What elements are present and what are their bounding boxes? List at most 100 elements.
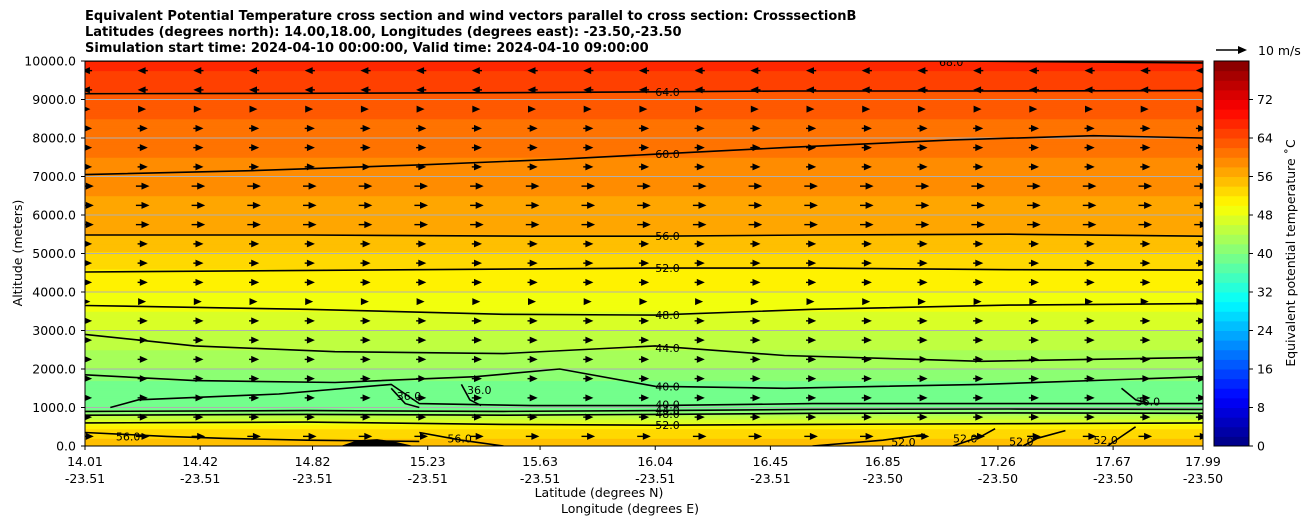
contour-line [85,61,1203,64]
wind-vector-head [308,201,317,209]
wind-vector-head [360,105,369,113]
wind-vector-head [418,259,427,267]
theta-e-band [85,191,1203,195]
theta-e-band [85,399,1203,403]
wind-vector-head [977,221,985,229]
wind-vector-head [251,375,260,383]
wind-vector-head [1199,221,1203,229]
theta-e-band [85,238,1203,241]
wind-vector-head [139,240,148,248]
y-tick-label: 7000.0 [32,169,76,184]
wind-vector-head [1140,105,1149,113]
theta-e-band [85,259,1203,262]
theta-e-band [85,274,1203,278]
x-tick-label-lon: -23.50 [1183,471,1223,486]
wind-vector-head [975,413,984,421]
contour-line [85,267,1203,273]
theta-e-band [85,272,1203,276]
wind-vector-head [917,86,926,94]
theta-e-band [85,149,1203,152]
x-tick-label-lat: 15.63 [522,454,558,469]
wind-vector-head [587,221,596,229]
colorbar-block [1214,234,1249,245]
contour-line [85,333,1203,363]
wind-vector-head [85,106,91,112]
x-tick-label-lon: -23.51 [65,471,105,486]
wind-vector-head [1084,86,1093,94]
wind-vector-head [809,201,818,209]
wind-vector-head [585,259,594,267]
wind-vector-head [1142,317,1151,325]
wind-vector-head [1086,259,1095,267]
wind-vector-head [252,201,261,209]
x-tick-label-lat: 16.45 [753,454,789,469]
theta-e-band [85,328,1203,331]
wind-vector-head [1196,298,1203,306]
wind-vector-head [362,336,371,344]
wind-vector-head [919,375,928,383]
wind-vector-head [808,394,817,402]
theta-e-band [85,255,1203,258]
wind-vector-head [1142,413,1151,421]
colorbar-block [1214,417,1249,428]
wind-vector-head [529,317,538,325]
wind-vector-head [865,182,874,190]
theta-e-band [85,230,1203,233]
theta-e-band [85,422,1203,426]
theta-e-band [85,82,1203,85]
wind-vector-head [529,163,538,171]
wind-vector-head [1031,144,1039,152]
wind-vectors [85,67,1203,440]
wind-vector-head [364,432,373,440]
wind-vector-head [85,163,93,170]
theta-e-band [85,168,1203,172]
theta-e-band [85,247,1203,251]
wind-vector-head [529,336,538,344]
wind-vector-head [1198,124,1203,132]
theta-e-band [85,95,1203,99]
wind-vector-head [195,355,204,363]
colorbar-tick-label: 56 [1257,169,1273,184]
wind-vector-head [141,221,150,229]
wind-vector-head [1142,163,1151,171]
wind-vector-head [474,240,482,248]
wind-vector-head [1032,182,1041,190]
contour-label: 40.0 [655,380,680,393]
wind-vector-head [695,298,704,306]
wind-vector-head [919,394,928,402]
theta-e-band [85,286,1203,289]
wind-vector-head [865,432,874,440]
theta-e-band [85,442,1203,445]
wind-vector-head [139,259,148,267]
wind-vector-head [474,163,482,171]
wind-vector-head [1142,278,1151,286]
theta-e-band [85,292,1203,295]
theta-e-band [85,99,1203,102]
wind-vector-head [754,201,763,209]
wind-vector-head [252,432,261,440]
theta-e-band [85,430,1203,434]
wind-vector-head [251,278,260,286]
wind-vector-head [529,124,538,132]
wind-vector-head [975,259,984,267]
colorbar-block [1214,292,1249,303]
wind-vector-head [806,105,815,113]
contour-label: 52.0 [1093,434,1118,447]
wind-vector-head [1198,259,1203,267]
colorbar-block [1214,166,1249,177]
wind-vector-head [808,259,817,267]
theta-e-band [85,195,1203,199]
theta-e-band [85,347,1203,351]
theta-e-band [85,303,1203,306]
contour-line [1022,429,1066,446]
wind-vector-head [865,201,874,209]
theta-e-band [85,228,1203,231]
wind-vector-head [1031,375,1039,383]
wind-vector-head [977,201,985,209]
wind-vector-head [85,279,93,286]
theta-e-band [85,384,1203,387]
wind-vector-head [360,67,369,75]
wind-vector-head [472,298,481,306]
wind-vector-head [698,201,707,209]
colorbar-block [1214,186,1249,197]
